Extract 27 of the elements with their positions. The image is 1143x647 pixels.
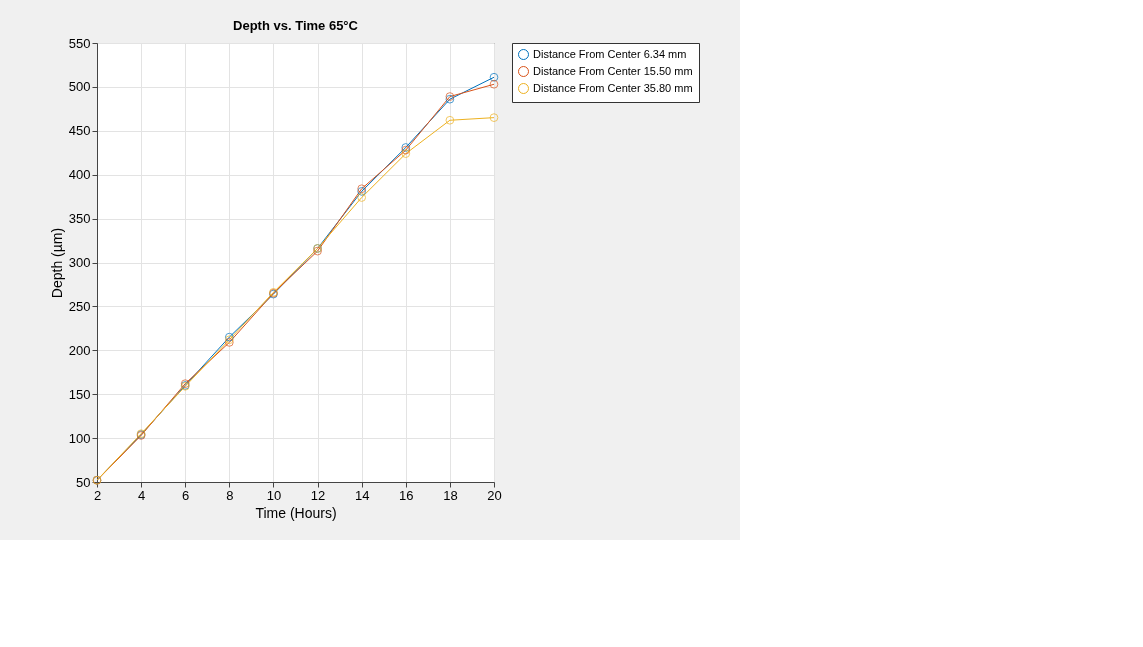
y-tick-label: 300 xyxy=(68,255,91,270)
x-tick-label: 18 xyxy=(443,487,458,503)
x-tick-label: 4 xyxy=(137,487,146,503)
x-tick-label: 20 xyxy=(487,487,502,503)
legend-label: Distance From Center 6.34 mm xyxy=(533,47,687,60)
y-axis-title: Depth (µm) xyxy=(48,227,65,299)
y-tick-label: 400 xyxy=(68,167,91,183)
y-tick-label: 200 xyxy=(68,342,91,358)
x-tick-label: 8 xyxy=(226,487,234,503)
y-tick-label: 100 xyxy=(68,430,91,446)
y-tick-label: 550 xyxy=(68,35,91,51)
y-tick-label: 450 xyxy=(68,123,91,139)
y-tick-label: 500 xyxy=(68,79,91,95)
x-axis-title: Time (Hours) xyxy=(255,504,337,521)
y-tick-label: 150 xyxy=(68,386,91,402)
x-tick-label: 6 xyxy=(182,487,190,503)
x-tick-label: 2 xyxy=(93,487,102,503)
y-tick-label: 250 xyxy=(68,298,91,314)
y-tick-label: 50 xyxy=(76,474,91,490)
legend-label: Distance From Center 15.50 mm xyxy=(533,64,693,77)
y-tick-label: 350 xyxy=(68,211,91,227)
x-tick-label: 16 xyxy=(399,487,414,503)
chart-title: Depth vs. Time 65°C xyxy=(233,18,359,33)
x-tick-label: 14 xyxy=(354,487,370,503)
x-tick-label: 10 xyxy=(266,487,282,503)
x-tick-label: 12 xyxy=(310,487,326,503)
legend-label: Distance From Center 35.80 mm xyxy=(533,81,693,94)
